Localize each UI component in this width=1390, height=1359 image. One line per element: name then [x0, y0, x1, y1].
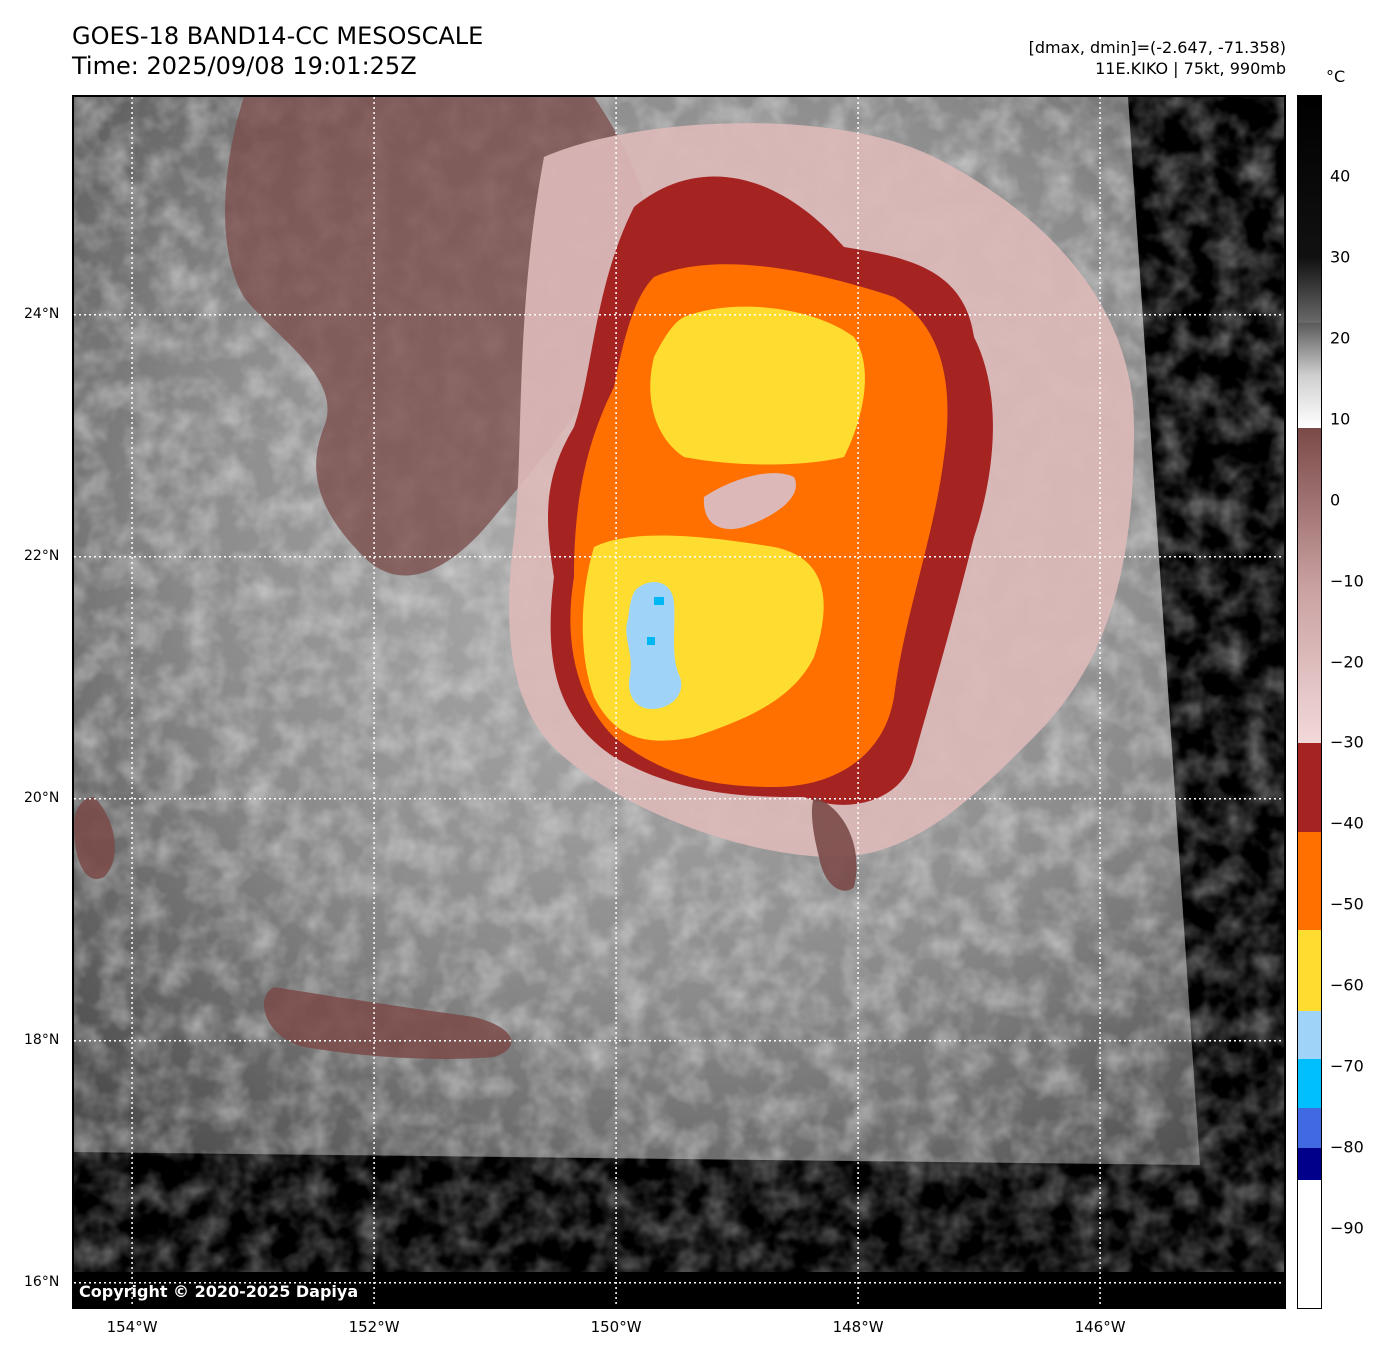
satellite-map: Copyright © 2020-2025 Dapiya	[72, 95, 1286, 1309]
colorbar	[1297, 95, 1322, 1309]
colorbar-tick-label: −90	[1330, 1218, 1364, 1238]
colorbar-segment	[1298, 1107, 1321, 1149]
lat-tick-label: 18°N	[24, 1031, 60, 1048]
coldest-tops-light-blue	[626, 582, 682, 709]
colorbar-tick-label: −60	[1330, 975, 1364, 995]
colorbar-segment	[1298, 1148, 1321, 1181]
colorbar-tick-label: −40	[1330, 813, 1364, 833]
map-title: GOES-18 BAND14-CC MESOSCALE	[72, 22, 484, 50]
copyright-text: Copyright © 2020-2025 Dapiya	[79, 1282, 359, 1301]
storm-info-text: 11E.KIKO | 75kt, 990mb	[1095, 59, 1286, 78]
map-timestamp: Time: 2025/09/08 19:01:25Z	[72, 52, 417, 80]
coldest-tops-cyan-2	[647, 637, 655, 645]
colorbar-tick-label: −20	[1330, 652, 1364, 672]
colorbar-tick-label: −30	[1330, 732, 1364, 752]
colorbar-segment	[1298, 257, 1321, 323]
colorbar-tick-label: −50	[1330, 894, 1364, 914]
colorbar-segment	[1298, 322, 1321, 428]
temperature-range-text: [dmax, dmin]=(-2.647, -71.358)	[1028, 38, 1286, 57]
lon-tick-label: 154°W	[106, 1318, 158, 1336]
colorbar-tick-label: 30	[1330, 247, 1351, 267]
colorbar-tick-label: 0	[1330, 490, 1341, 510]
colorbar-segment	[1298, 743, 1321, 833]
graticule	[74, 97, 1284, 1307]
colorbar-segment	[1298, 1059, 1321, 1108]
colorbar-segment	[1298, 96, 1321, 258]
lat-tick-label: 16°N	[24, 1273, 60, 1290]
lon-tick-label: 150°W	[590, 1318, 642, 1336]
colorbar-segment	[1298, 832, 1321, 930]
colorbar-tick-label: 10	[1330, 409, 1351, 429]
lat-tick-label: 20°N	[24, 789, 60, 806]
colorbar-segment	[1298, 1180, 1321, 1308]
convection-yellow-north	[650, 306, 865, 465]
coldest-tops-cyan	[654, 597, 664, 605]
lon-tick-label: 148°W	[832, 1318, 884, 1336]
colorbar-segment	[1298, 1010, 1321, 1060]
lat-tick-label: 24°N	[24, 305, 60, 322]
lat-tick-label: 22°N	[24, 547, 60, 564]
satellite-imagery	[74, 97, 1284, 1307]
colorbar-tick-label: −80	[1330, 1137, 1364, 1157]
colorbar-tick-label: 20	[1330, 328, 1351, 348]
rainband-brown-southwest	[74, 797, 115, 879]
lon-tick-label: 146°W	[1074, 1318, 1126, 1336]
colorbar-segment	[1298, 427, 1321, 744]
colorbar-unit: °C	[1326, 67, 1346, 86]
lon-tick-label: 152°W	[348, 1318, 400, 1336]
colorbar-tick-label: −70	[1330, 1056, 1364, 1076]
colorbar-segment	[1298, 929, 1321, 1011]
eye-warm-spot	[703, 473, 796, 530]
colorbar-tick-label: −10	[1330, 571, 1364, 591]
colorbar-tick-label: 40	[1330, 166, 1351, 186]
rainband-brown-east	[811, 797, 857, 891]
